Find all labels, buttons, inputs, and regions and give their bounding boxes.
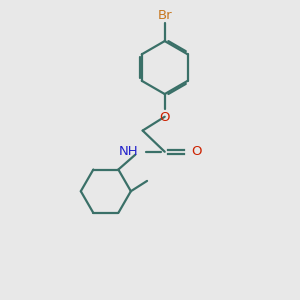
Text: Br: Br <box>158 9 172 22</box>
Text: O: O <box>191 145 201 158</box>
Text: O: O <box>160 111 170 124</box>
Text: NH: NH <box>118 145 138 158</box>
